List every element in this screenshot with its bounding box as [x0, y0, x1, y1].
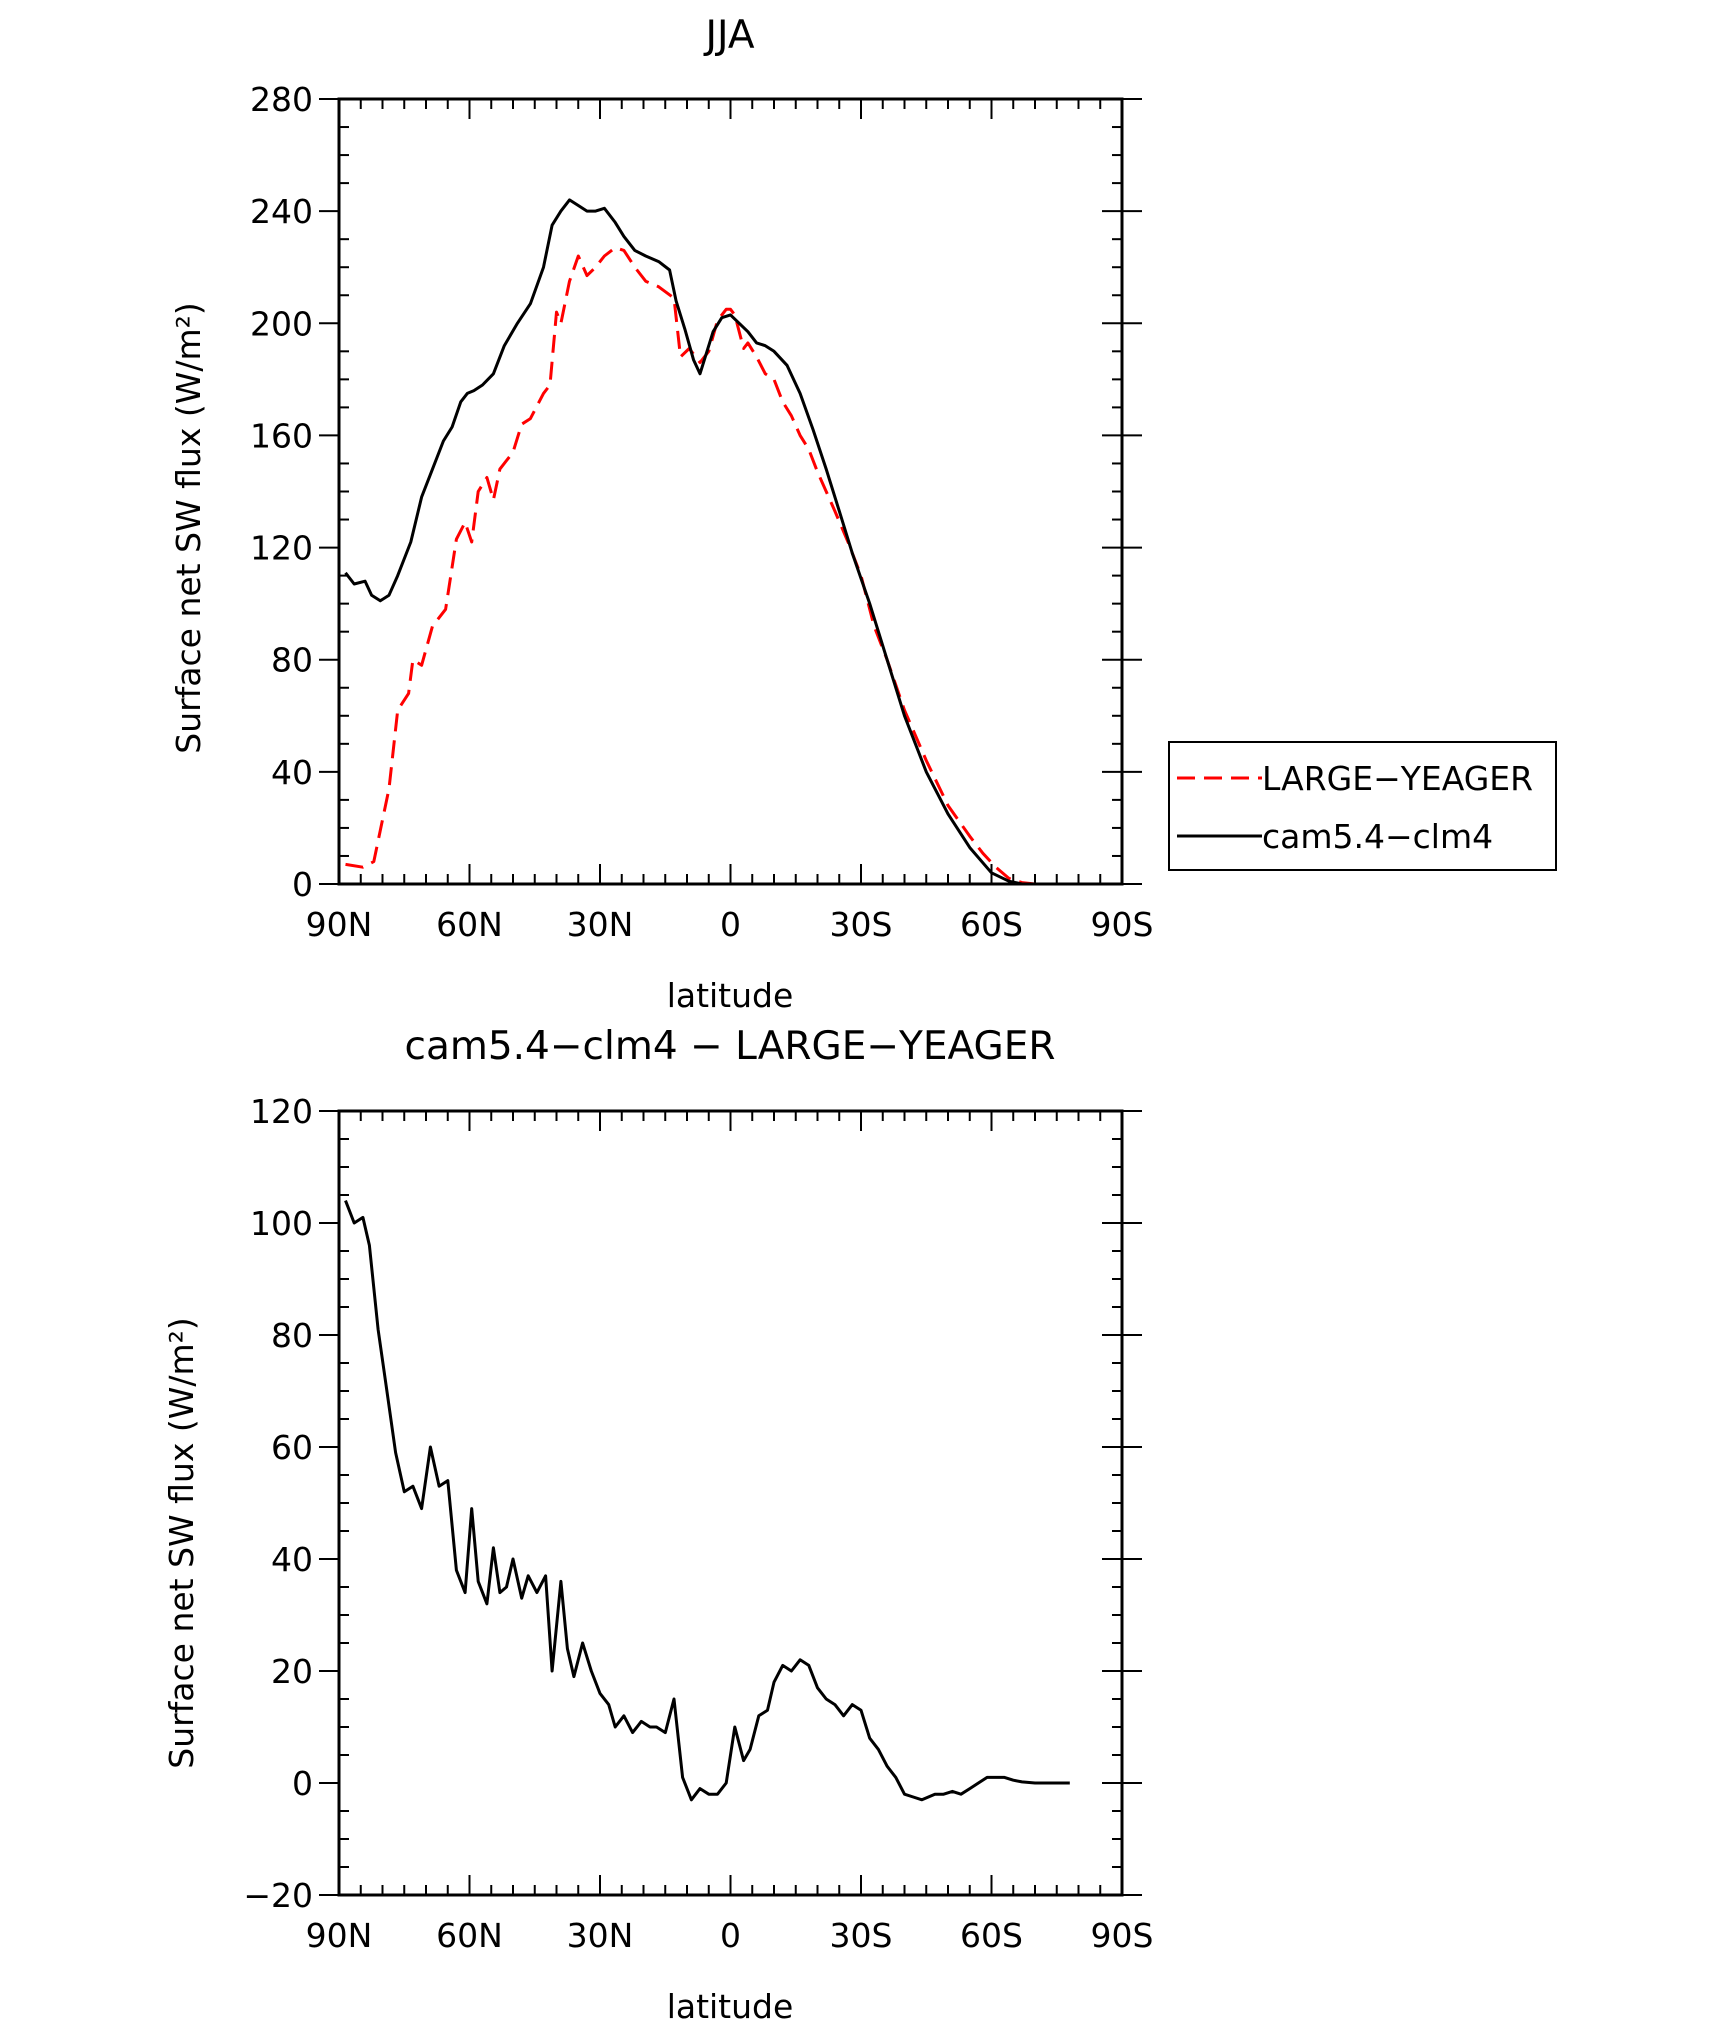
- y-tick-label: 60: [271, 1428, 313, 1467]
- x-axis-label: latitude: [667, 976, 794, 1015]
- x-tick-label: 90N: [306, 1916, 373, 1955]
- y-tick-label: 80: [271, 1316, 313, 1355]
- chart-panel-bottom: cam5.4−clm4 − LARGE−YEAGER latitude Surf…: [162, 1024, 1153, 2021]
- x-tick-label: 30N: [567, 905, 634, 944]
- x-axis-label: latitude: [667, 1987, 794, 2021]
- x-tick-label: 0: [720, 1916, 741, 1955]
- x-tick-label: 60S: [960, 905, 1023, 944]
- x-tick-label: 90S: [1091, 905, 1154, 944]
- legend-label-large-yeager: LARGE−YEAGER: [1262, 759, 1533, 798]
- x-tick-label: 60N: [436, 905, 503, 944]
- plot-frame: [337, 97, 1124, 886]
- legend: LARGE−YEAGER cam5.4−clm4: [1168, 741, 1557, 871]
- chart-title: JJA: [703, 13, 755, 58]
- tick-labels: 90N 60N 30N 0 30S 60S 90S 0 40 80 120 160 200 240 280: [250, 80, 1153, 944]
- y-tick-label: 120: [250, 529, 313, 568]
- plot-frame: [337, 1109, 1124, 1897]
- x-tick-label: 0: [720, 905, 741, 944]
- legend-box: [1168, 741, 1557, 871]
- x-tick-label: 90N: [306, 905, 373, 944]
- y-tick-label: 280: [250, 80, 313, 119]
- y-tick-label: 40: [271, 1540, 313, 1579]
- y-tick-label: 0: [292, 1764, 313, 1803]
- series-line-large-yeager: [345, 246, 1122, 886]
- x-tick-label: 30S: [830, 1916, 893, 1955]
- y-tick-label: 0: [292, 865, 313, 904]
- y-tick-label: 200: [250, 304, 313, 343]
- x-tick-label: 90S: [1091, 1916, 1154, 1955]
- y-tick-label: 160: [250, 416, 313, 455]
- y-axis-label: Surface net SW flux (W/m²): [162, 1317, 201, 1769]
- series-line-difference: [344, 1200, 1070, 1802]
- x-tick-label: 60S: [960, 1916, 1023, 1955]
- chart-title: cam5.4−clm4 − LARGE−YEAGER: [405, 1024, 1056, 1069]
- x-tick-label: 60N: [436, 1916, 503, 1955]
- axis-ticks: [319, 1110, 1142, 1896]
- y-tick-label: −20: [243, 1876, 313, 1915]
- tick-labels: 90N 60N 30N 0 30S 60S 90S −20 0 20 40 60 80 100 120: [243, 1092, 1153, 1955]
- y-tick-label: 100: [250, 1204, 313, 1243]
- chart-panel-top: JJA latitude Surface net SW flux (W/m²) …: [169, 13, 1557, 1015]
- series-layer: [344, 198, 1122, 886]
- y-tick-label: 240: [250, 192, 313, 231]
- x-tick-label: 30S: [830, 905, 893, 944]
- y-tick-label: 120: [250, 1092, 313, 1131]
- y-tick-label: 20: [271, 1652, 313, 1691]
- axis-ticks: [319, 98, 1142, 885]
- series-layer: [344, 1200, 1070, 1802]
- y-tick-label: 40: [271, 753, 313, 792]
- series-line-cam5-4-clm4: [344, 198, 1122, 886]
- x-tick-label: 30N: [567, 1916, 634, 1955]
- y-axis-label: Surface net SW flux (W/m²): [169, 302, 208, 754]
- legend-label-cam54-clm4: cam5.4−clm4: [1262, 817, 1493, 856]
- y-tick-label: 80: [271, 641, 313, 680]
